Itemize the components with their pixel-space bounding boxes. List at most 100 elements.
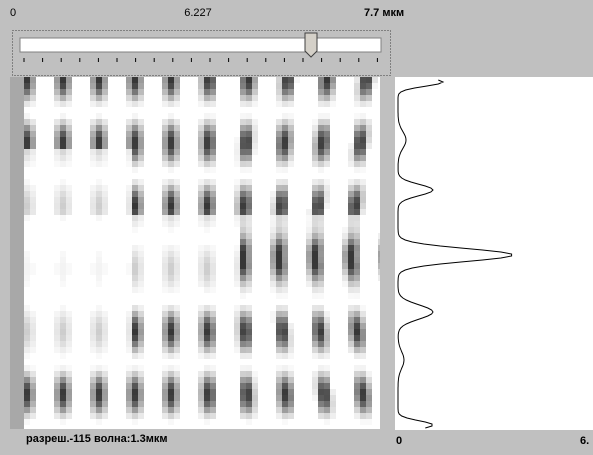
field-cell <box>96 305 102 311</box>
field-cell <box>324 395 330 401</box>
field-cell <box>168 365 174 371</box>
field-cell <box>54 125 60 131</box>
field-cell <box>90 197 96 203</box>
field-cell <box>90 395 96 401</box>
field-cell <box>138 203 144 209</box>
field-cell <box>168 377 174 383</box>
field-cell <box>96 401 102 407</box>
field-cell <box>66 329 72 335</box>
field-cell <box>54 383 60 389</box>
field-cell <box>102 191 108 197</box>
field-cell <box>204 203 210 209</box>
field-cell <box>66 401 72 407</box>
field-cell <box>354 137 360 143</box>
field-cell <box>138 383 144 389</box>
field-cell <box>360 383 366 389</box>
field-cell <box>102 131 108 137</box>
field-cell <box>90 383 96 389</box>
field-cell <box>240 377 246 383</box>
field-cell <box>234 269 240 275</box>
field-cell <box>360 311 366 317</box>
field-cell <box>234 221 240 227</box>
field-cell <box>210 77 216 83</box>
field-cell <box>318 257 324 263</box>
field-cell <box>30 131 36 137</box>
field-cell <box>138 371 144 377</box>
field-cell <box>96 395 102 401</box>
field-cell <box>162 413 168 419</box>
field-cell <box>210 383 216 389</box>
field-cell <box>282 137 288 143</box>
field-cell <box>96 365 102 371</box>
field-cell <box>282 287 288 293</box>
field-cell <box>96 413 102 419</box>
field-cell <box>312 335 318 341</box>
field-cell <box>54 341 60 347</box>
field-cell <box>174 329 180 335</box>
field-cell <box>276 335 282 341</box>
field-cell <box>198 269 204 275</box>
field-cell <box>60 179 66 185</box>
field-cell <box>174 377 180 383</box>
field-cell <box>312 389 318 395</box>
field-cell <box>54 83 60 89</box>
field-cell <box>132 365 138 371</box>
field-cell <box>276 401 282 407</box>
field-cell <box>168 251 174 257</box>
field-cell <box>168 329 174 335</box>
slider-track[interactable] <box>20 38 381 52</box>
field-cell <box>132 221 138 227</box>
field-cell <box>90 347 96 353</box>
field-cell <box>204 125 210 131</box>
field-cell <box>138 119 144 125</box>
field-cell <box>246 191 252 197</box>
field-cell <box>66 413 72 419</box>
field-cell <box>54 77 60 83</box>
field-cell <box>348 311 354 317</box>
field-cell <box>126 413 132 419</box>
field-cell <box>306 275 312 281</box>
field-cell <box>354 335 360 341</box>
field-cell <box>102 161 108 167</box>
field-cell <box>282 377 288 383</box>
field-cell <box>138 413 144 419</box>
field-cell <box>354 113 360 119</box>
field-cell <box>30 209 36 215</box>
field-cell <box>348 179 354 185</box>
field-cell <box>30 77 36 83</box>
field-cell <box>240 401 246 407</box>
field-cell <box>288 101 294 107</box>
field-cell <box>354 275 360 281</box>
field-cell <box>96 131 102 137</box>
field-cell <box>318 275 324 281</box>
field-cell <box>138 149 144 155</box>
field-cell <box>204 317 210 323</box>
field-cell <box>138 161 144 167</box>
field-cell <box>354 179 360 185</box>
field-cell <box>102 329 108 335</box>
field-cell <box>276 377 282 383</box>
field-cell <box>60 77 66 83</box>
field-cell <box>270 281 276 287</box>
field-cell <box>168 77 174 83</box>
field-cell <box>342 233 348 239</box>
field-cell <box>60 419 66 425</box>
field-cell <box>360 407 366 413</box>
field-cell <box>198 149 204 155</box>
field-cell <box>66 125 72 131</box>
field-cell <box>132 203 138 209</box>
field-cell <box>240 389 246 395</box>
field-cell <box>162 245 168 251</box>
slider-thumb[interactable] <box>305 33 317 57</box>
field-cell <box>312 239 318 245</box>
field-cell <box>288 395 294 401</box>
field-cell <box>138 209 144 215</box>
field-cell <box>66 149 72 155</box>
field-cell <box>312 233 318 239</box>
field-cell <box>168 191 174 197</box>
field-cell <box>366 137 372 143</box>
field-cell <box>240 89 246 95</box>
field-cell <box>210 281 216 287</box>
field-cell <box>348 203 354 209</box>
field-cell <box>24 203 30 209</box>
